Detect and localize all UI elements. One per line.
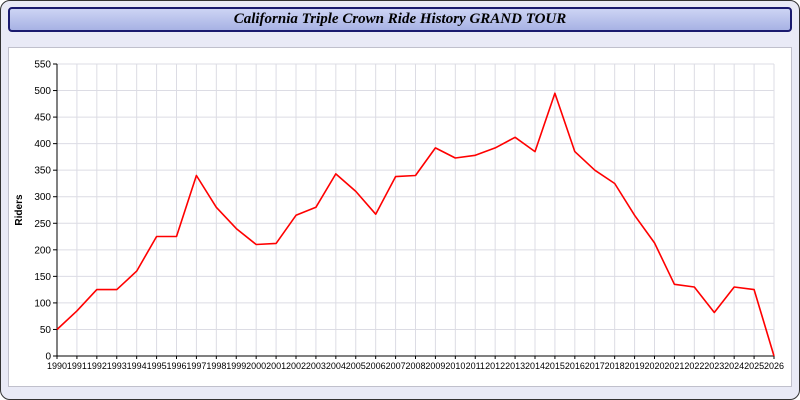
- x-tick-label: 2001: [266, 361, 286, 371]
- chart-panel: 0 50 100 150 200 250 300 350 400 450 500 550 1990 199…: [8, 47, 792, 387]
- x-tick-label: 2002: [286, 361, 306, 371]
- x-tick-label: 2012: [485, 361, 505, 371]
- chart-title-bar: California Triple Crown Ride History GRA…: [8, 7, 792, 32]
- x-tick-label: 1990: [47, 361, 67, 371]
- y-tick-label: 150: [34, 272, 51, 283]
- x-tick-label: 2021: [664, 361, 684, 371]
- x-tick-label: 2008: [405, 361, 425, 371]
- x-tick-label: 2015: [545, 361, 565, 371]
- series-riders: [56, 92, 775, 357]
- y-tick-label: 250: [34, 219, 51, 230]
- x-tick-label: 1992: [87, 361, 107, 371]
- x-tick-label: 2000: [246, 361, 266, 371]
- x-tick-label: 1997: [186, 361, 206, 371]
- x-tick-label: 2005: [346, 361, 366, 371]
- x-tick-label: 1991: [67, 361, 87, 371]
- x-tick-label: 2019: [625, 361, 645, 371]
- x-tick-label: 1998: [206, 361, 226, 371]
- x-tick-label: 2026: [764, 361, 784, 371]
- x-tick-label: 1999: [226, 361, 246, 371]
- x-tick-label: 1996: [166, 361, 186, 371]
- x-tick-label: 2017: [585, 361, 605, 371]
- y-axis-label: Riders: [14, 194, 25, 226]
- x-tick-label: 1995: [147, 361, 167, 371]
- y-tick-label: 300: [34, 192, 51, 203]
- x-tick-label: 2016: [565, 361, 585, 371]
- x-tick-label: 2003: [306, 361, 326, 371]
- x-tick-label: 1993: [107, 361, 127, 371]
- y-tick-label: 350: [34, 166, 51, 177]
- x-tick-label: 2014: [525, 361, 545, 371]
- x-tick-label: 1994: [127, 361, 147, 371]
- y-tick-label: 550: [34, 60, 51, 71]
- x-tick-label: 2024: [724, 361, 744, 371]
- x-tick-label: 2018: [605, 361, 625, 371]
- y-tick-label: 100: [34, 298, 51, 309]
- x-tick-label: 2020: [644, 361, 664, 371]
- y-tick-label: 500: [34, 86, 51, 97]
- x-tick-label: 2022: [684, 361, 704, 371]
- y-tick-label: 200: [34, 245, 51, 256]
- x-tick-label: 2010: [445, 361, 465, 371]
- x-tick-label: 2007: [386, 361, 406, 371]
- y-tick-label: 0: [45, 352, 51, 363]
- x-tick-label: 2025: [744, 361, 764, 371]
- page-title: California Triple Crown Ride History GRA…: [233, 11, 567, 27]
- x-tick-label: 2013: [505, 361, 525, 371]
- x-tick-label: 2023: [704, 361, 724, 371]
- x-tick-label: 2006: [366, 361, 386, 371]
- x-tick-label: 2009: [425, 361, 445, 371]
- y-tick-label: 50: [40, 325, 52, 336]
- y-tick-label: 450: [34, 113, 51, 124]
- y-tick-label: 400: [34, 139, 51, 150]
- x-tick-label: 2004: [326, 361, 346, 371]
- x-tick-label: 2011: [466, 361, 485, 371]
